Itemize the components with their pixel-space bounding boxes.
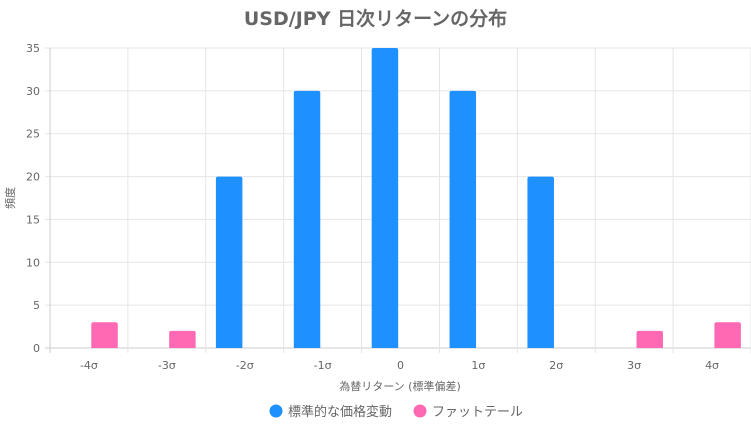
legend-label: 標準的な価格変動 <box>288 404 392 420</box>
bar <box>371 48 399 348</box>
x-tick-label: 2σ <box>549 359 563 372</box>
x-tick-label: 1σ <box>471 359 485 372</box>
legend: 標準的な価格変動 ファットテール <box>269 404 523 420</box>
ticks-layer: 0 5 10 15 20 25 30 35 -4σ -3σ -2σ -1σ 0 1σ 2σ 3σ 4σ <box>26 42 719 372</box>
x-tick-label: -1σ <box>314 359 332 372</box>
y-tick-label: 5 <box>33 299 40 312</box>
legend-swatch <box>269 404 283 418</box>
bar <box>714 322 741 348</box>
y-tick-label: 0 <box>33 342 40 355</box>
bar <box>527 176 554 348</box>
x-tick-label: 4σ <box>705 359 719 372</box>
x-tick-label: 0 <box>397 359 404 372</box>
x-axis-label: 為替リターン (標準偏差) <box>339 379 461 393</box>
y-tick-label: 15 <box>26 213 40 226</box>
bars-layer <box>91 48 741 348</box>
bar <box>169 330 196 348</box>
y-tick-label: 30 <box>26 85 40 98</box>
legend-label: ファットテール <box>432 405 523 420</box>
x-tick-label: -4σ <box>80 359 98 372</box>
chart-title: USD/JPY 日次リターンの分布 <box>244 7 507 30</box>
y-axis-label: 頻度 <box>3 187 17 209</box>
x-tick-label: -2σ <box>236 359 254 372</box>
x-tick-label: 3σ <box>627 359 641 372</box>
bar <box>91 322 118 348</box>
y-tick-label: 10 <box>26 256 40 269</box>
x-tick-label: -3σ <box>158 359 176 372</box>
y-tick-label: 20 <box>26 171 40 184</box>
y-tick-label: 25 <box>26 128 40 141</box>
bar <box>636 330 663 348</box>
bar <box>293 90 321 348</box>
legend-swatch <box>413 404 427 418</box>
bar <box>449 90 477 348</box>
y-tick-label: 35 <box>26 42 40 55</box>
bar <box>215 176 243 348</box>
